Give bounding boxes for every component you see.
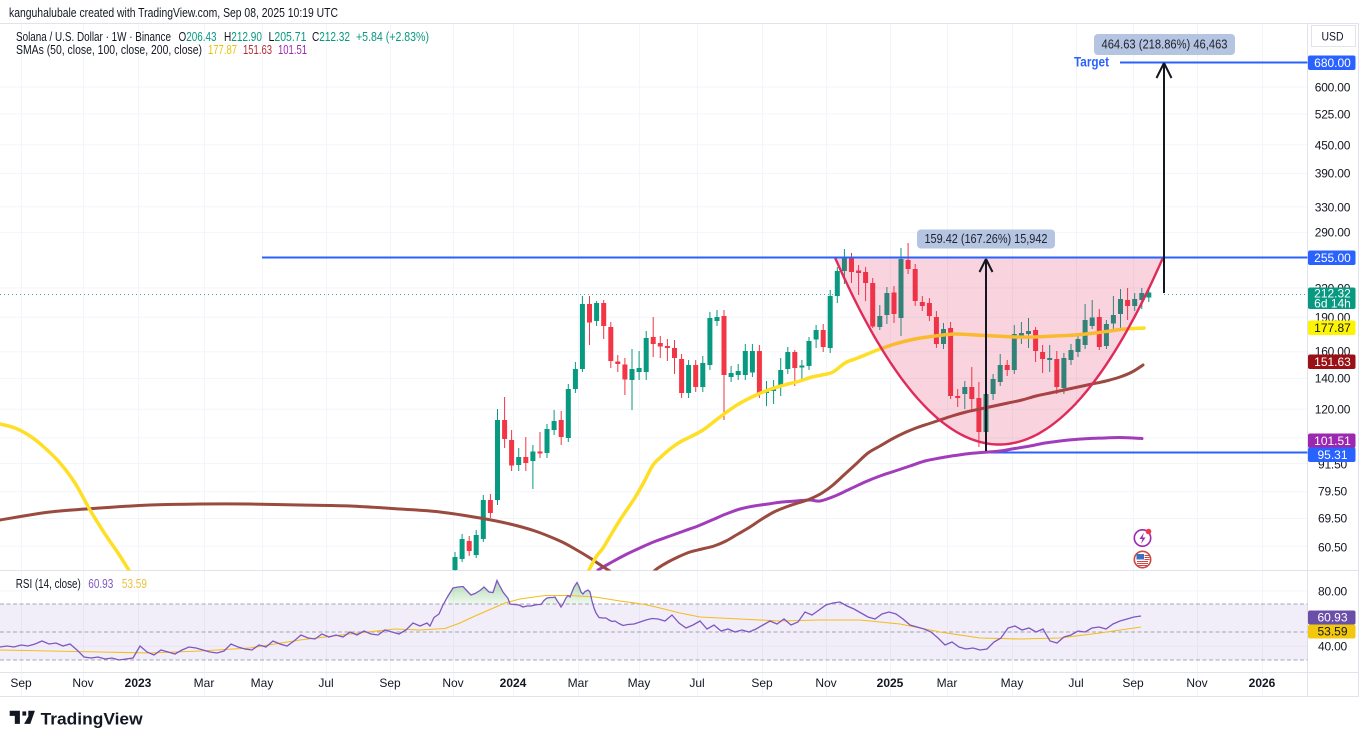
svg-text:C212.32: C212.32 — [312, 30, 350, 44]
svg-text:2023: 2023 — [125, 676, 152, 690]
svg-text:kanguhalubale created with Tra: kanguhalubale created with TradingView.c… — [9, 6, 338, 20]
svg-text:2026: 2026 — [1249, 676, 1276, 690]
svg-text:Target: Target — [1074, 54, 1109, 70]
svg-text:O206.43: O206.43 — [179, 30, 217, 44]
svg-text:600.00: 600.00 — [1315, 81, 1351, 95]
svg-text:464.63 (218.86%) 46,463: 464.63 (218.86%) 46,463 — [1102, 37, 1228, 52]
svg-text:53.59: 53.59 — [1317, 625, 1347, 639]
svg-text:6d 14h: 6d 14h — [1314, 296, 1351, 310]
svg-text:Sep: Sep — [1122, 676, 1144, 690]
svg-text:Jul: Jul — [1068, 676, 1083, 690]
svg-text:101.51: 101.51 — [1314, 434, 1351, 448]
svg-text:Mar: Mar — [194, 676, 215, 690]
svg-text:May: May — [628, 676, 651, 690]
svg-text:USD: USD — [1322, 30, 1344, 44]
svg-text:525.00: 525.00 — [1315, 108, 1351, 122]
svg-text:TradingView: TradingView — [41, 711, 143, 729]
svg-text:2024: 2024 — [500, 676, 527, 690]
svg-text:Mar: Mar — [568, 676, 589, 690]
svg-text:79.50: 79.50 — [1318, 485, 1348, 499]
svg-text:120.00: 120.00 — [1315, 403, 1351, 417]
svg-text:177.87: 177.87 — [1314, 321, 1351, 335]
svg-text:SMAs (50, close, 100, close, 2: SMAs (50, close, 100, close, 200, close) — [16, 43, 202, 57]
svg-text:Nov: Nov — [442, 676, 463, 690]
svg-text:60.93: 60.93 — [1317, 611, 1347, 625]
svg-text:60.50: 60.50 — [1318, 541, 1348, 555]
svg-text:69.50: 69.50 — [1318, 512, 1348, 526]
svg-text:290.00: 290.00 — [1315, 226, 1351, 240]
svg-text:May: May — [251, 676, 274, 690]
svg-text:Sep: Sep — [10, 676, 32, 690]
svg-text:Nov: Nov — [1186, 676, 1207, 690]
svg-text:2025: 2025 — [877, 676, 904, 690]
svg-text:140.00: 140.00 — [1315, 372, 1351, 386]
svg-text:Nov: Nov — [72, 676, 93, 690]
svg-text:Nov: Nov — [815, 676, 836, 690]
svg-text:151.63: 151.63 — [1314, 355, 1351, 369]
svg-text:255.00: 255.00 — [1314, 251, 1351, 265]
svg-text:40.00: 40.00 — [1318, 640, 1348, 654]
svg-text:Sep: Sep — [751, 676, 773, 690]
svg-text:450.00: 450.00 — [1315, 139, 1351, 153]
svg-text:H212.90: H212.90 — [224, 30, 262, 44]
svg-text:390.00: 390.00 — [1315, 167, 1351, 181]
svg-text:Solana / U.S. Dollar · 1W · Bi: Solana / U.S. Dollar · 1W · Binance — [16, 30, 171, 44]
svg-text:80.00: 80.00 — [1318, 585, 1348, 599]
svg-text:RSI (14, close): RSI (14, close) — [16, 577, 81, 591]
svg-text:212.32: 212.32 — [1314, 286, 1351, 300]
svg-text:Jul: Jul — [689, 676, 704, 690]
svg-text:330.00: 330.00 — [1315, 201, 1351, 215]
svg-text:159.42 (167.26%) 15,942: 159.42 (167.26%) 15,942 — [925, 231, 1048, 246]
svg-text:Sep: Sep — [379, 676, 401, 690]
svg-text:L205.71: L205.71 — [269, 30, 307, 44]
svg-text:May: May — [1001, 676, 1024, 690]
svg-text:Jul: Jul — [318, 676, 333, 690]
svg-text:95.31: 95.31 — [1317, 448, 1347, 462]
svg-text:Mar: Mar — [937, 676, 958, 690]
svg-text:+5.84 (+2.83%): +5.84 (+2.83%) — [356, 30, 429, 44]
svg-text:680.00: 680.00 — [1314, 56, 1351, 70]
